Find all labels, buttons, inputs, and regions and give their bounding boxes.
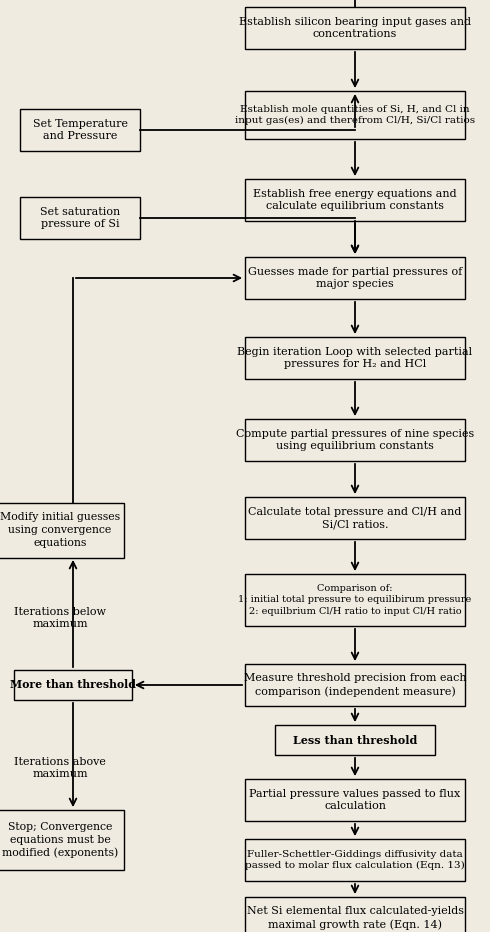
Bar — [245, 664, 465, 706]
Text: Modify initial guesses
using convergence
equations: Modify initial guesses using convergence… — [0, 513, 120, 548]
Bar — [245, 337, 465, 379]
Text: Measure threshold precision from each
comparison (independent measure): Measure threshold precision from each co… — [244, 673, 466, 697]
Bar — [245, 574, 465, 626]
Bar — [20, 109, 140, 151]
Text: Fuller-Schettler-Giddings diffusivity data
passed to molar flux calculation (Eqn: Fuller-Schettler-Giddings diffusivity da… — [245, 850, 465, 870]
Text: Iterations above
maximum: Iterations above maximum — [14, 757, 106, 779]
Text: Comparison of:
1: initial total pressure to equilibirum pressure
2: equilbrium C: Comparison of: 1: initial total pressure… — [238, 584, 471, 616]
Text: Set Temperature
and Pressure: Set Temperature and Pressure — [32, 118, 127, 142]
Bar — [245, 419, 465, 461]
Text: Calculate total pressure and Cl/H and
Si/Cl ratios.: Calculate total pressure and Cl/H and Si… — [248, 507, 462, 529]
Bar — [245, 497, 465, 539]
Text: Guesses made for partial pressures of
major species: Guesses made for partial pressures of ma… — [248, 267, 462, 290]
Text: Establish mole quantities of Si, H, and Cl in
input gas(es) and therefrom Cl/H, : Establish mole quantities of Si, H, and … — [235, 104, 475, 125]
Text: Less than threshold: Less than threshold — [293, 734, 417, 746]
Bar — [20, 197, 140, 239]
Text: Partial pressure values passed to flux
calculation: Partial pressure values passed to flux c… — [249, 788, 461, 812]
Text: Iterations below
maximum: Iterations below maximum — [14, 607, 106, 629]
Bar — [275, 725, 435, 755]
Bar — [245, 179, 465, 221]
Text: Compute partial pressures of nine species
using equilibrium constants: Compute partial pressures of nine specie… — [236, 429, 474, 451]
Bar — [245, 7, 465, 49]
Bar — [245, 897, 465, 932]
Text: Net Si elemental flux calculated-yields
maximal growth rate (Eqn. 14): Net Si elemental flux calculated-yields … — [246, 906, 464, 930]
Text: Stop; Convergence
equations must be
modified (exponents): Stop; Convergence equations must be modi… — [2, 822, 118, 858]
Text: Set saturation
pressure of Si: Set saturation pressure of Si — [40, 207, 120, 229]
Text: More than threshold: More than threshold — [10, 679, 136, 691]
Bar — [0, 810, 124, 870]
Bar — [245, 839, 465, 881]
Text: Begin iteration Loop with selected partial
pressures for H₂ and HCl: Begin iteration Loop with selected parti… — [238, 347, 472, 369]
Bar — [14, 670, 132, 700]
Bar — [0, 502, 124, 557]
Bar — [245, 779, 465, 821]
Text: Establish free energy equations and
calculate equilibrium constants: Establish free energy equations and calc… — [253, 188, 457, 212]
Text: Establish silicon bearing input gases and
concentrations: Establish silicon bearing input gases an… — [239, 17, 471, 39]
Bar — [245, 91, 465, 139]
Bar — [245, 257, 465, 299]
